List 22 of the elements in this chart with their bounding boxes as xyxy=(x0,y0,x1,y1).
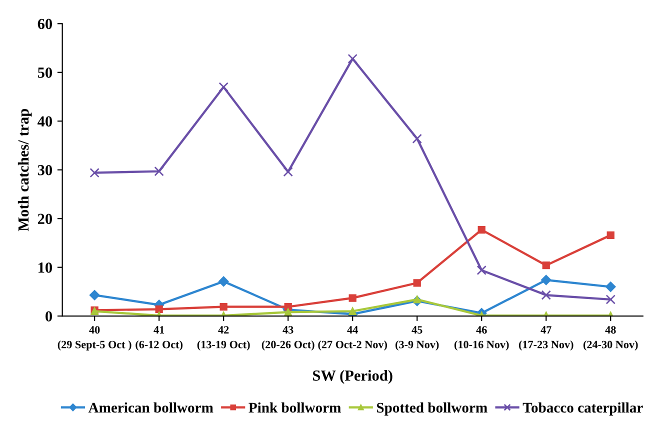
x-tick-label: 40 (29 Sept-5 Oct ) xyxy=(58,326,132,351)
y-tick-label: 0 xyxy=(46,311,52,322)
x-tick-label: 43 (20-26 Oct) xyxy=(262,326,314,351)
y-tick-label: 40 xyxy=(38,116,52,127)
x-tick-label: 42 (13-19 Oct) xyxy=(197,326,250,351)
x-tick-label: 46 (10-16 Nov) xyxy=(454,326,509,351)
y-tick-label: 60 xyxy=(38,18,52,30)
x-tick-label: 48 (24-30 Nov) xyxy=(583,326,638,351)
legend-label: Pink bollworm xyxy=(248,402,341,413)
y-axis-title: Moth catches/ trap xyxy=(18,108,32,232)
y-tick-label: 20 xyxy=(38,214,52,224)
y-tick-label: 10 xyxy=(38,262,52,273)
x-tick-label: 45 (3-9 Nov) xyxy=(396,326,439,351)
y-tick-label: 50 xyxy=(38,68,52,78)
legend-label: American bollworm xyxy=(88,402,214,413)
x-tick-label: 44 (27 Oct-2 Nov) xyxy=(318,326,387,351)
x-tick-label: 47 (17-23 Nov) xyxy=(518,326,574,351)
legend-label: Spotted bollworm xyxy=(376,402,488,416)
x-tick-label: 41 (6-12 Oct) xyxy=(136,326,182,351)
legend-label: Tobacco caterpillar xyxy=(522,402,643,416)
y-tick-label: 30 xyxy=(38,164,52,176)
x-axis-title: SW (Period) xyxy=(313,370,392,384)
